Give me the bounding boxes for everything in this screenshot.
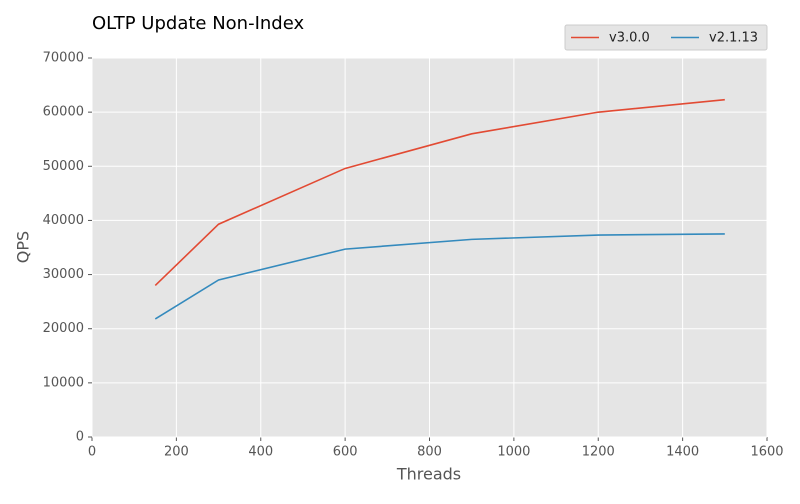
y-tick-label: 0 [76, 430, 84, 445]
x-tick-label: 800 [417, 445, 442, 460]
x-tick-label: 1400 [666, 445, 699, 460]
x-tick-label: 600 [333, 445, 358, 460]
series-line [154, 98, 725, 286]
y-tick-label: 30000 [43, 267, 84, 282]
y-tick-label: 70000 [43, 51, 84, 66]
y-tick-label: 10000 [43, 375, 84, 390]
series-line [154, 233, 725, 320]
y-tick-label: 40000 [43, 213, 84, 228]
legend-label: v2.1.13 [709, 31, 758, 46]
x-tick-label: 1200 [582, 445, 615, 460]
chart-title: OLTP Update Non-Index [92, 13, 304, 34]
x-tick-label: 1000 [497, 445, 530, 460]
x-tick-label: 0 [88, 445, 96, 460]
y-axis-label: QPS [14, 231, 33, 263]
y-tick-label: 20000 [43, 321, 84, 336]
x-axis-label: Threads [396, 465, 461, 484]
legend-box [564, 24, 768, 51]
x-tick-label: 400 [248, 445, 273, 460]
x-tick-label: 1600 [750, 445, 783, 460]
y-tick-label: 60000 [43, 105, 84, 120]
legend-label: v3.0.0 [609, 31, 650, 46]
x-tick-label: 200 [164, 445, 189, 460]
y-tick-label: 50000 [43, 159, 84, 174]
